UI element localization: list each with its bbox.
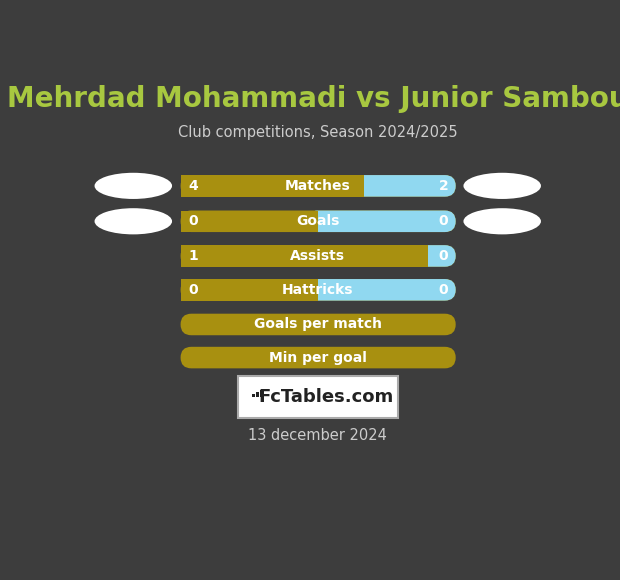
FancyBboxPatch shape <box>417 245 456 267</box>
FancyBboxPatch shape <box>180 211 456 232</box>
Ellipse shape <box>95 173 172 199</box>
Text: Goals per match: Goals per match <box>254 317 382 332</box>
Bar <box>180 175 364 197</box>
Text: Min per goal: Min per goal <box>269 350 366 365</box>
Text: 2: 2 <box>438 179 448 193</box>
FancyBboxPatch shape <box>180 314 456 335</box>
FancyBboxPatch shape <box>180 245 456 267</box>
Ellipse shape <box>95 208 172 234</box>
Text: Mehrdad Mohammadi vs Junior Sambou: Mehrdad Mohammadi vs Junior Sambou <box>7 85 620 113</box>
Text: 4: 4 <box>188 179 198 193</box>
Bar <box>238 376 397 418</box>
FancyBboxPatch shape <box>180 347 456 368</box>
Text: 0: 0 <box>438 214 448 229</box>
FancyBboxPatch shape <box>308 211 456 232</box>
Text: FcTables.com: FcTables.com <box>258 388 393 406</box>
Bar <box>180 211 318 232</box>
Text: 0: 0 <box>438 249 448 263</box>
FancyBboxPatch shape <box>308 279 456 300</box>
Text: Matches: Matches <box>285 179 351 193</box>
FancyBboxPatch shape <box>353 175 456 197</box>
Text: 0: 0 <box>188 214 198 229</box>
Text: 0: 0 <box>188 283 198 297</box>
Bar <box>180 279 318 300</box>
FancyBboxPatch shape <box>180 279 456 300</box>
Text: 1: 1 <box>188 249 198 263</box>
Bar <box>180 245 428 267</box>
Text: Club competitions, Season 2024/2025: Club competitions, Season 2024/2025 <box>178 125 458 140</box>
Text: 0: 0 <box>438 283 448 297</box>
Bar <box>255 392 259 397</box>
Bar <box>252 394 255 397</box>
Text: Goals: Goals <box>296 214 339 229</box>
Ellipse shape <box>463 173 541 199</box>
FancyBboxPatch shape <box>180 175 456 197</box>
Text: 13 december 2024: 13 december 2024 <box>249 428 387 443</box>
Ellipse shape <box>463 208 541 234</box>
Text: Hattricks: Hattricks <box>282 283 353 297</box>
Bar <box>260 390 263 397</box>
Text: Assists: Assists <box>290 249 345 263</box>
